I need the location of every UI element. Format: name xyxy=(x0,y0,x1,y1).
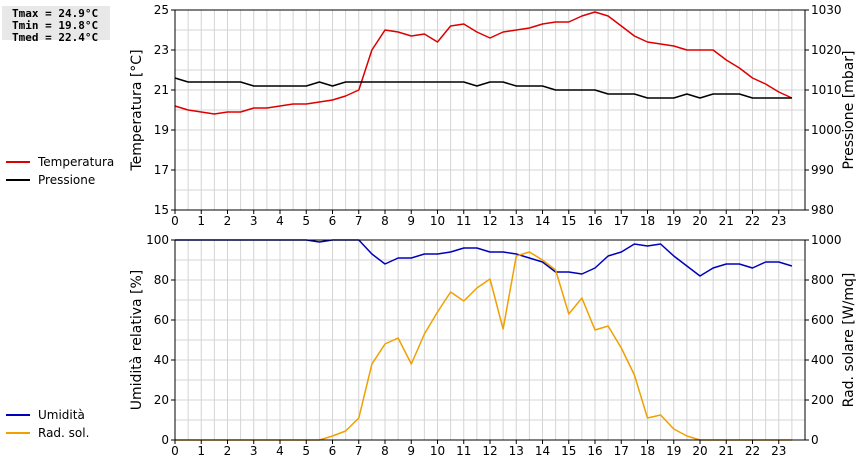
y-tick-label-left: 19 xyxy=(154,123,169,137)
x-tick-label: 22 xyxy=(745,214,760,228)
x-tick-label: 5 xyxy=(302,444,310,458)
x-tick-label: 7 xyxy=(355,444,363,458)
x-tick-label: 12 xyxy=(482,214,497,228)
y-tick-label-left: 80 xyxy=(154,273,169,287)
x-tick-label: 0 xyxy=(171,214,179,228)
y-tick-label-right: 1000 xyxy=(811,123,842,137)
legend-label: Rad. sol. xyxy=(38,426,89,440)
x-tick-label: 22 xyxy=(745,444,760,458)
x-tick-label: 5 xyxy=(302,214,310,228)
stat-tmax: Tmax = 24.9°C xyxy=(12,7,99,20)
y-tick-label-right: 1020 xyxy=(811,43,842,57)
x-tick-label: 14 xyxy=(535,444,550,458)
x-tick-label: 8 xyxy=(381,444,389,458)
y-axis-label-right: Pressione [mbar] xyxy=(841,50,857,169)
y-tick-label-right: 800 xyxy=(811,273,834,287)
x-tick-label: 2 xyxy=(224,214,232,228)
stats-box: Tmax = 24.9°C Tmin = 19.8°C Tmed = 22.4°… xyxy=(2,6,110,44)
legend-label: Umidità xyxy=(38,408,85,422)
legend-label: Temperatura xyxy=(37,155,114,169)
y-tick-label-left: 21 xyxy=(154,83,169,97)
x-tick-label: 7 xyxy=(355,214,363,228)
x-tick-label: 15 xyxy=(561,214,576,228)
x-tick-label: 2 xyxy=(224,444,232,458)
x-tick-label: 10 xyxy=(430,214,445,228)
series-line-pressione xyxy=(174,77,792,99)
panel-2 xyxy=(6,239,809,444)
legend-label: Pressione xyxy=(38,173,95,187)
x-tick-label: 1 xyxy=(197,444,205,458)
panel-1 xyxy=(6,9,809,214)
y-tick-label-left: 0 xyxy=(161,433,169,447)
x-tick-label: 6 xyxy=(329,214,337,228)
y-tick-label-left: 40 xyxy=(154,353,169,367)
x-tick-label: 16 xyxy=(587,444,602,458)
x-tick-label: 4 xyxy=(276,214,284,228)
x-tick-label: 6 xyxy=(329,444,337,458)
y-tick-label-right: 200 xyxy=(811,393,834,407)
y-tick-label-right: 600 xyxy=(811,313,834,327)
x-tick-label: 21 xyxy=(719,214,734,228)
x-tick-label: 18 xyxy=(640,214,655,228)
y-tick-label-left: 17 xyxy=(154,163,169,177)
y-tick-label-right: 1010 xyxy=(811,83,842,97)
x-tick-label: 23 xyxy=(771,214,786,228)
y-tick-label-right: 400 xyxy=(811,353,834,367)
x-tick-label: 19 xyxy=(666,214,681,228)
x-tick-label: 11 xyxy=(456,214,471,228)
x-tick-label: 15 xyxy=(561,444,576,458)
y-tick-label-left: 25 xyxy=(154,3,169,17)
x-tick-label: 14 xyxy=(535,214,550,228)
y-tick-label-left: 60 xyxy=(154,313,169,327)
x-tick-label: 19 xyxy=(666,444,681,458)
x-tick-label: 20 xyxy=(692,444,707,458)
x-tick-label: 9 xyxy=(407,214,415,228)
y-axis-label-left: Umidità relativa [%] xyxy=(129,270,145,411)
x-tick-label: 20 xyxy=(692,214,707,228)
x-tick-label: 12 xyxy=(482,444,497,458)
y-tick-label-left: 100 xyxy=(146,233,169,247)
x-tick-label: 4 xyxy=(276,444,284,458)
y-axis-label-left: Temperatura [°C] xyxy=(129,49,145,171)
x-tick-label: 10 xyxy=(430,444,445,458)
x-tick-label: 13 xyxy=(509,444,524,458)
x-tick-label: 11 xyxy=(456,444,471,458)
y-tick-label-left: 15 xyxy=(154,203,169,217)
y-tick-label-left: 23 xyxy=(154,43,169,57)
stat-tmed: Tmed = 22.4°C xyxy=(12,31,99,44)
x-tick-label: 3 xyxy=(250,214,258,228)
y-tick-label-right: 1030 xyxy=(811,3,842,17)
y-tick-label-left: 20 xyxy=(154,393,169,407)
x-tick-label: 21 xyxy=(719,444,734,458)
x-tick-label: 3 xyxy=(250,444,258,458)
x-tick-label: 9 xyxy=(407,444,415,458)
x-tick-label: 13 xyxy=(509,214,524,228)
series-line-umidit- xyxy=(175,239,793,277)
x-tick-label: 16 xyxy=(587,214,602,228)
x-tick-label: 0 xyxy=(171,444,179,458)
series-line-temperatura xyxy=(174,11,793,115)
x-tick-label: 17 xyxy=(614,214,629,228)
y-axis-label-right: Rad. solare [W/mq] xyxy=(841,273,857,408)
x-tick-label: 17 xyxy=(614,444,629,458)
y-tick-label-right: 980 xyxy=(811,203,834,217)
x-tick-label: 18 xyxy=(640,444,655,458)
y-tick-label-right: 990 xyxy=(811,163,834,177)
x-tick-label: 1 xyxy=(197,214,205,228)
y-tick-label-right: 0 xyxy=(811,433,819,447)
x-tick-label: 23 xyxy=(771,444,786,458)
y-tick-label-right: 1000 xyxy=(811,233,842,247)
x-tick-label: 8 xyxy=(381,214,389,228)
stat-tmin: Tmin = 19.8°C xyxy=(12,19,99,32)
